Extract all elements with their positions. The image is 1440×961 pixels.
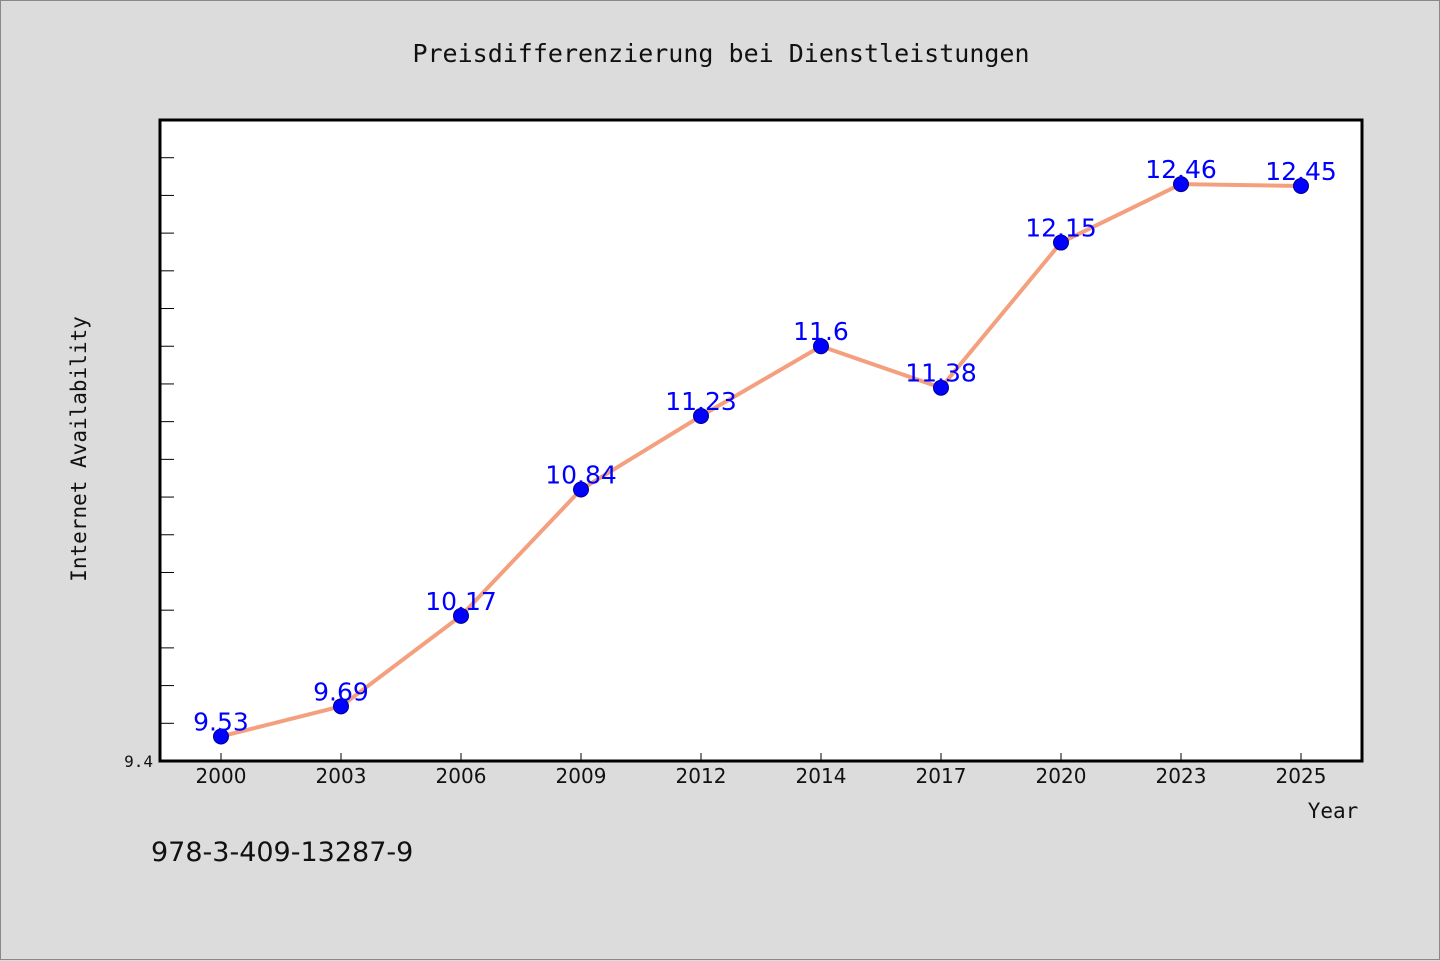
- data-label: 12.45: [1265, 157, 1337, 186]
- data-point: [693, 407, 709, 424]
- x-tick-label: 2014: [796, 764, 847, 788]
- x-axis-ticks: 2000 2003 2006 2009 2012 2014 2017 2020 2023 2025: [196, 753, 1327, 788]
- x-tick-label: 2020: [1036, 764, 1087, 788]
- data-point: [333, 698, 349, 715]
- x-tick-label: 2025: [1276, 764, 1327, 788]
- data-label: 12.46: [1145, 155, 1217, 184]
- data-point: [453, 607, 469, 624]
- data-label: 10.17: [425, 587, 497, 616]
- data-point: [1173, 176, 1189, 193]
- data-point: [213, 728, 229, 745]
- data-point: [813, 338, 829, 355]
- y-tick-label-min: 9.4: [124, 752, 153, 771]
- x-tick-label: 2006: [436, 764, 487, 788]
- y-axis-label: Internet Availability: [67, 316, 91, 582]
- data-label: 9.69: [313, 677, 369, 706]
- data-point: [1293, 177, 1309, 194]
- series-line: [220, 182, 1302, 739]
- isbn-text: 978-3-409-13287-9: [151, 837, 414, 868]
- data-label: 11.6: [793, 317, 849, 346]
- data-markers: [213, 176, 1309, 745]
- plot-area: [158, 118, 1364, 763]
- data-label: 12.15: [1025, 214, 1097, 243]
- x-tick-label: 2000: [196, 764, 247, 788]
- chart-title: Preisdifferenzierung bei Dienstleistunge…: [412, 39, 1029, 68]
- data-point: [933, 379, 949, 396]
- x-tick-label: 2012: [676, 764, 727, 788]
- y-axis-ticks: [160, 119, 174, 762]
- x-axis-label: Year: [1308, 799, 1359, 823]
- data-label: 9.53: [193, 707, 249, 736]
- x-tick-label: 2017: [916, 764, 967, 788]
- data-label: 11.38: [905, 359, 977, 388]
- x-tick-label: 2023: [1156, 764, 1207, 788]
- x-tick-label: 2003: [316, 764, 367, 788]
- data-label: 10.84: [545, 461, 617, 490]
- data-point: [1053, 234, 1069, 251]
- x-tick-label: 2009: [556, 764, 607, 788]
- data-labels: 9.53 9.69 10.17 10.84 11.23 11.6 11.38 12.15 12.…: [193, 155, 1337, 736]
- data-point: [573, 481, 589, 498]
- data-label: 11.23: [665, 387, 737, 416]
